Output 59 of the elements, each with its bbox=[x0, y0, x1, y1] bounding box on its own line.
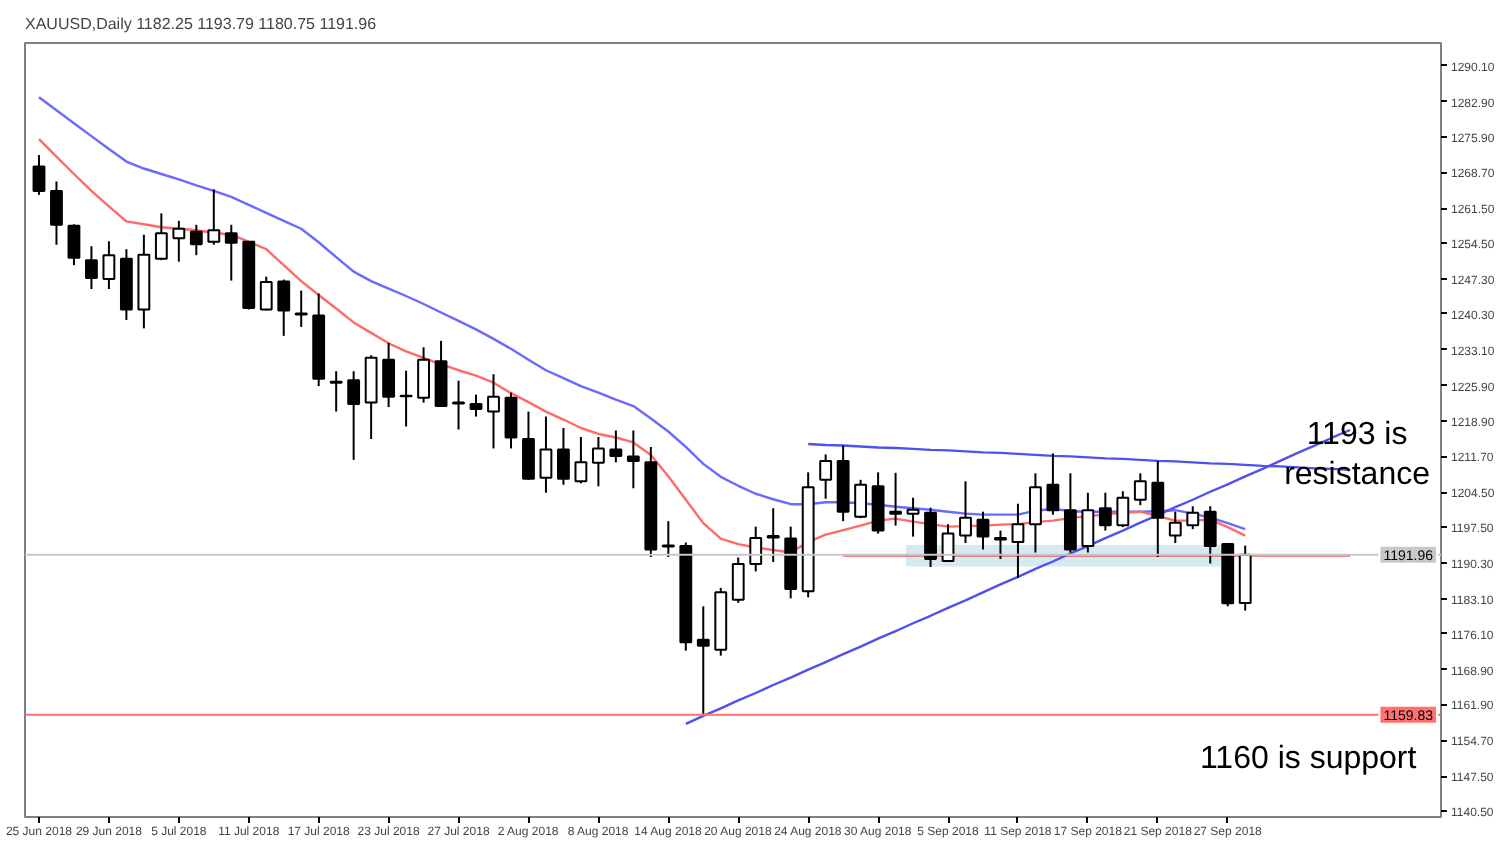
candlestick bbox=[1151, 459, 1165, 559]
candlestick bbox=[959, 480, 972, 545]
chart-title: XAUUSD,Daily 1182.25 1193.79 1180.75 1191.96 bbox=[25, 15, 378, 33]
candlestick bbox=[854, 478, 868, 520]
candlestick bbox=[889, 471, 902, 527]
candlestick bbox=[1046, 452, 1060, 516]
candlestick bbox=[522, 410, 535, 481]
candlestick bbox=[591, 435, 605, 488]
candlestick bbox=[329, 370, 343, 413]
candlestick bbox=[539, 415, 553, 494]
candlestick bbox=[364, 354, 378, 440]
annotation: 1160 is support bbox=[1199, 741, 1418, 776]
candlestick bbox=[1063, 472, 1077, 554]
candlestick bbox=[609, 429, 623, 464]
candlestick bbox=[574, 435, 588, 485]
candlestick bbox=[294, 289, 308, 328]
candlestick bbox=[1203, 505, 1217, 565]
candlestick bbox=[661, 520, 675, 559]
candlestick bbox=[487, 373, 500, 450]
candlestick bbox=[1168, 510, 1182, 545]
candlestick bbox=[557, 427, 570, 486]
candlestick bbox=[1011, 502, 1025, 579]
candlestick bbox=[382, 341, 396, 409]
candlestick bbox=[994, 529, 1007, 560]
candlestick bbox=[189, 223, 203, 257]
candlestick bbox=[1081, 491, 1095, 554]
candlestick bbox=[766, 507, 780, 563]
candlestick bbox=[417, 346, 430, 404]
candlestick bbox=[32, 154, 46, 196]
candlestick bbox=[871, 471, 885, 535]
candlestick bbox=[1116, 490, 1130, 529]
candlestick bbox=[626, 429, 640, 490]
annotation: 1193 is resistance bbox=[1284, 417, 1431, 493]
candlestick bbox=[1186, 505, 1200, 531]
candlestick bbox=[259, 275, 273, 312]
candlestick bbox=[50, 180, 63, 246]
candlestick bbox=[731, 556, 745, 604]
candlestick bbox=[347, 370, 361, 461]
candlestick bbox=[696, 605, 710, 716]
candlestick bbox=[452, 379, 465, 431]
candlestick bbox=[434, 339, 448, 408]
candlestick bbox=[469, 393, 483, 418]
candlestick bbox=[154, 212, 168, 262]
candlestick bbox=[819, 453, 833, 500]
candlestick bbox=[1029, 472, 1042, 554]
candlestick bbox=[277, 278, 291, 337]
candlestick bbox=[749, 525, 763, 573]
candlestick bbox=[224, 223, 238, 282]
candlestick bbox=[976, 510, 990, 551]
candlestick bbox=[504, 391, 518, 450]
candlestick bbox=[207, 188, 221, 246]
candlestick bbox=[1133, 472, 1147, 507]
candlestick bbox=[102, 240, 116, 291]
candlestick bbox=[924, 506, 937, 568]
candlestick bbox=[172, 219, 186, 263]
candlestick bbox=[85, 245, 98, 291]
candlestick bbox=[67, 223, 81, 267]
candlestick bbox=[906, 496, 920, 538]
candlestick bbox=[1098, 491, 1112, 532]
